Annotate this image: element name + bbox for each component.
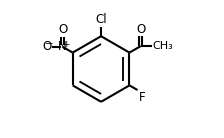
Text: −: − (45, 39, 54, 49)
Text: O: O (136, 23, 145, 36)
Text: Cl: Cl (95, 13, 107, 26)
Text: O: O (58, 23, 67, 36)
Text: CH₃: CH₃ (153, 41, 174, 51)
Text: N: N (58, 40, 67, 53)
Text: O: O (42, 40, 52, 53)
Text: +: + (62, 40, 69, 49)
Text: F: F (139, 91, 145, 104)
